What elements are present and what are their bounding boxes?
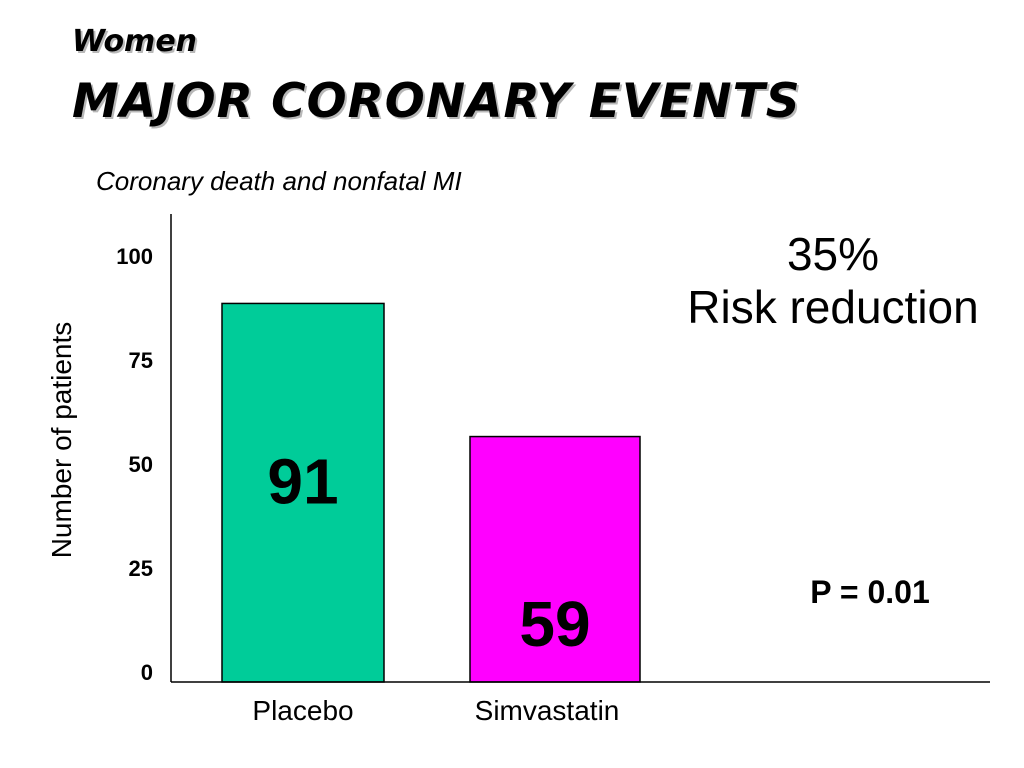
x-tick-label-simvastatin: Simvastatin [475, 695, 620, 726]
y-tick-label-0: 0 [141, 660, 153, 685]
risk-reduction-annotation: 35% Risk reduction [648, 228, 1018, 334]
y-tick-label-25: 25 [129, 556, 153, 581]
y-tick-label-75: 75 [129, 348, 153, 373]
p-value-annotation: P = 0.01 [810, 574, 930, 610]
x-tick-label-placebo: Placebo [252, 695, 353, 726]
data-label-placebo: 91 [267, 446, 338, 518]
slide-heading-women: Women [72, 24, 198, 59]
risk-reduction-percent: 35% [786, 228, 880, 280]
slide-title: MAJOR CORONARY EVENTS [72, 74, 801, 129]
data-label-simvastatin: 59 [519, 588, 590, 660]
risk-reduction-label: Risk reduction [687, 280, 979, 333]
y-tick-label-100: 100 [116, 244, 153, 269]
y-tick-label-50: 50 [129, 452, 153, 477]
chart-subtitle: Coronary death and nonfatal MI [96, 166, 462, 196]
bar-placebo [221, 302, 385, 683]
